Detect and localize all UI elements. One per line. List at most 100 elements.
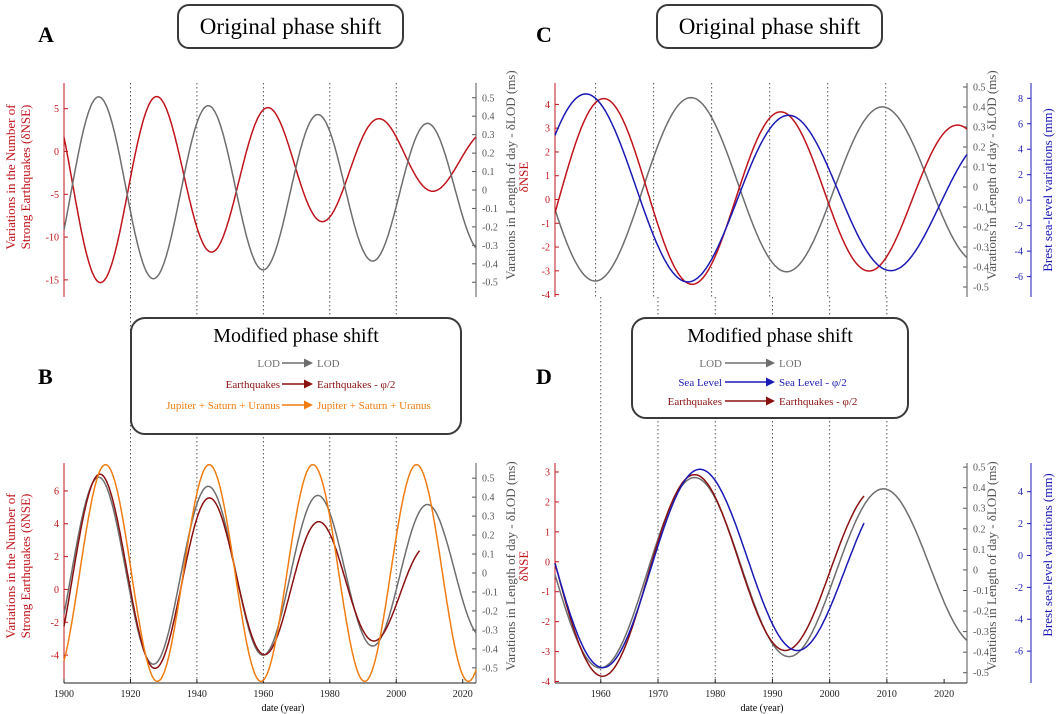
- left-tick-label-c: -4: [542, 290, 550, 301]
- x-tick-label-b: 1920: [120, 689, 140, 700]
- lod-tick-label-c: 0.3: [973, 123, 986, 134]
- lod-tick-label-c: -0.4: [973, 263, 989, 274]
- left-tick-label-b: 6: [54, 486, 59, 497]
- legend-left-label-0: LOD: [257, 358, 280, 370]
- lod-tick-label-c: -0.5: [973, 283, 989, 294]
- lod-tick-label-a: 0.2: [482, 149, 495, 160]
- panel-a-lod-label: Varations in Length of day - δLOD (ms): [503, 70, 518, 279]
- left-tick-label-d: 1: [545, 527, 550, 538]
- lod-tick-label-d: -0.4: [973, 648, 989, 659]
- lod-tick-label-a: 0: [482, 186, 487, 197]
- lod-tick-label-b: 0.4: [482, 493, 495, 504]
- sea-tick-label-d: 2: [1018, 519, 1023, 530]
- legend-right-label-right-2: Earthquakes - φ/2: [779, 396, 857, 408]
- sea-tick-label-d: -6: [1015, 647, 1023, 658]
- legend-left-rows: LOD LOD Earthquakes Earthquakes - φ/2 Jupite…: [166, 358, 431, 412]
- left-tick-label-c: 1: [545, 171, 550, 182]
- lod-tick-label-c: -0.2: [973, 223, 989, 234]
- series-a-0: [63, 95, 477, 284]
- legend-right-label-0: LOD: [699, 358, 722, 370]
- sea-tick-label-d: -2: [1015, 583, 1023, 594]
- panel-b-ylabel-line1: Variations in the Number of: [3, 493, 18, 639]
- lod-tick-label-c: 0.1: [973, 163, 986, 174]
- series-a-1: [63, 96, 477, 280]
- panel-b-ylabel-line2: Strong Earthquakes (δNSE): [18, 494, 33, 639]
- legend-right-label-1: Sea Level: [678, 377, 722, 389]
- panel-c-title: Original phase shift: [679, 14, 861, 39]
- x-tick-label-d: 1970: [648, 689, 668, 700]
- panel-c-lod-label: Varations in Length of day - δLOD (ms): [984, 70, 999, 279]
- lod-tick-label-c: 0: [973, 183, 978, 194]
- legend-right-arrow-head-2: [766, 396, 775, 406]
- lod-tick-label-d: 0.5: [973, 463, 986, 474]
- lod-tick-label-b: 0.5: [482, 474, 495, 485]
- lod-tick-label-d: 0: [973, 565, 978, 576]
- lod-tick-label-b: 0: [482, 569, 487, 580]
- x-tick-label-b: 1900: [54, 689, 74, 700]
- legend-right-title: Modified phase shift: [687, 325, 853, 347]
- left-tick-label-b: -4: [51, 651, 59, 662]
- panel-c-ylabel: δNSE: [516, 162, 531, 193]
- left-tick-label-b: 4: [54, 519, 59, 530]
- panel-a-ylabel-line1: Variations in the Number of: [3, 104, 18, 250]
- left-tick-label-c: -1: [542, 219, 550, 230]
- legend-left-arrow-head-0: [304, 358, 313, 368]
- panel-b-xlabel: date (year): [261, 703, 304, 714]
- legend-right-label-right-1: Sea Level - φ/2: [779, 377, 847, 389]
- sea-tick-label-d: 4: [1018, 487, 1023, 498]
- series-b-2: [63, 463, 477, 683]
- lod-tick-label-b: -0.3: [482, 625, 498, 636]
- lod-tick-label-a: -0.3: [482, 241, 498, 252]
- legend-left-arrow-head-1: [304, 379, 313, 389]
- sea-tick-label-c: 0: [1018, 196, 1023, 207]
- panel-d-ylabel: δNSE: [516, 551, 531, 582]
- lod-tick-label-a: -0.4: [482, 259, 498, 270]
- lod-tick-label-a: 0.4: [482, 112, 495, 123]
- sea-tick-label-c: 4: [1018, 145, 1023, 156]
- legend-right-frame: [631, 317, 909, 419]
- panel-d-lod-label: Varations in Length of day - δLOD (ms): [984, 461, 999, 670]
- lod-tick-label-c: -0.3: [973, 243, 989, 254]
- x-tick-label-d: 2010: [877, 689, 897, 700]
- lod-tick-label-c: 0.4: [973, 103, 986, 114]
- left-tick-label-c: 2: [545, 147, 550, 158]
- title-box-a-frame: [177, 4, 404, 49]
- left-tick-label-b: 0: [54, 585, 59, 596]
- legend-left-frame: [130, 317, 462, 435]
- sea-tick-label-c: 2: [1018, 170, 1023, 181]
- sea-tick-label-c: -2: [1015, 221, 1023, 232]
- series-b-0: [63, 476, 477, 665]
- lod-tick-label-c: -0.1: [973, 203, 989, 214]
- sea-tick-label-d: -4: [1015, 615, 1023, 626]
- lod-tick-label-a: 0.1: [482, 167, 495, 178]
- lod-tick-label-b: -0.5: [482, 663, 498, 674]
- lod-tick-label-d: 0.3: [973, 504, 986, 515]
- left-tick-label-b: 2: [54, 552, 59, 563]
- x-tick-label-d: 2000: [820, 689, 840, 700]
- left-tick-label-c: 4: [545, 100, 550, 111]
- x-tick-label-d: 1980: [705, 689, 725, 700]
- chart-a: 5 0 -5 -10 -15 0.5 0.4 0.3 0.2 0.1 0 -0.1 -0.2 -0.3 -0…: [46, 83, 498, 297]
- panel-letter-a: A: [38, 22, 54, 47]
- title-box-c: Original phase shift: [656, 4, 883, 49]
- lod-tick-label-a: -0.2: [482, 222, 498, 233]
- left-tick-label-a: -10: [46, 233, 59, 244]
- left-tick-label-d: -4: [542, 677, 550, 688]
- lod-tick-label-b: -0.2: [482, 606, 498, 617]
- legend-left: Modified phase shift LOD LOD Earthquakes Ea…: [130, 317, 462, 435]
- x-tick-label-b: 2020: [453, 689, 473, 700]
- lod-tick-label-b: 0.3: [482, 512, 495, 523]
- lod-tick-label-a: 0.5: [482, 93, 495, 104]
- series-d-1: [554, 473, 865, 677]
- legend-left-arrow-head-2: [304, 400, 313, 410]
- x-tick-label-d: 1960: [591, 689, 611, 700]
- x-tick-label-b: 1940: [187, 689, 207, 700]
- series-d-2: [554, 468, 865, 669]
- left-tick-label-a: -5: [51, 190, 59, 201]
- left-tick-label-d: -3: [542, 647, 550, 658]
- sea-tick-label-d: 0: [1018, 551, 1023, 562]
- panel-letter-c: C: [536, 22, 552, 47]
- left-tick-label-a: -15: [46, 275, 59, 286]
- panel-a-ylabel-line2: Strong Earthquakes (δNSE): [18, 105, 33, 250]
